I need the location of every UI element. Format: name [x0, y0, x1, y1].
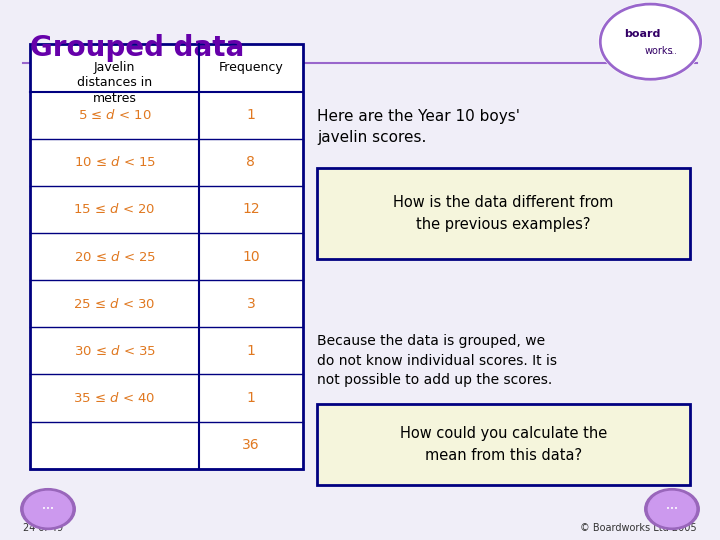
- Text: 36: 36: [242, 438, 260, 452]
- Text: board: board: [624, 29, 660, 39]
- Text: works: works: [645, 46, 673, 56]
- Text: metres: metres: [93, 91, 137, 105]
- Text: Javelin: Javelin: [94, 62, 135, 75]
- Text: How could you calculate the
mean from this data?: How could you calculate the mean from th…: [400, 426, 607, 463]
- Text: 25 ≤ $d$ < 30: 25 ≤ $d$ < 30: [73, 296, 156, 310]
- Circle shape: [644, 489, 699, 530]
- Text: 3: 3: [246, 296, 255, 310]
- Text: 12: 12: [242, 202, 260, 217]
- Text: 15 ≤ $d$ < 20: 15 ≤ $d$ < 20: [73, 202, 156, 217]
- Text: Here are the Year 10 boys'
javelin scores.: Here are the Year 10 boys' javelin score…: [317, 109, 520, 145]
- Text: Grouped data: Grouped data: [30, 33, 244, 62]
- Circle shape: [599, 3, 702, 80]
- Text: 1: 1: [246, 344, 256, 358]
- Text: Because the data is grouped, we
do not know individual scores. It is
not possibl: Because the data is grouped, we do not k…: [317, 334, 557, 388]
- Text: 30 ≤ $d$ < 35: 30 ≤ $d$ < 35: [73, 344, 156, 358]
- Text: 5 ≤ $d$ < 10: 5 ≤ $d$ < 10: [78, 108, 151, 122]
- Text: ...: ...: [670, 47, 678, 56]
- Text: Frequency: Frequency: [218, 62, 283, 75]
- Circle shape: [21, 489, 76, 530]
- Bar: [30, 44, 302, 469]
- Text: 10: 10: [242, 249, 260, 264]
- Text: 1: 1: [246, 108, 256, 122]
- Text: distances in: distances in: [77, 77, 152, 90]
- Text: 10 ≤ $d$ < 15: 10 ≤ $d$ < 15: [73, 156, 156, 169]
- Text: •••: •••: [42, 506, 54, 512]
- Circle shape: [24, 491, 72, 527]
- Text: •••: •••: [666, 506, 678, 512]
- Text: 24 of 49: 24 of 49: [23, 523, 63, 533]
- Text: 20 ≤ $d$ < 25: 20 ≤ $d$ < 25: [73, 249, 156, 264]
- FancyBboxPatch shape: [317, 404, 690, 485]
- Text: 35 ≤ $d$ < 40: 35 ≤ $d$ < 40: [73, 391, 156, 405]
- Circle shape: [648, 491, 696, 527]
- Text: 1: 1: [246, 391, 256, 405]
- Text: 8: 8: [246, 156, 256, 169]
- Text: © Boardworks Ltd 2005: © Boardworks Ltd 2005: [580, 523, 697, 533]
- Text: How is the data different from
the previous examples?: How is the data different from the previ…: [393, 195, 613, 232]
- FancyBboxPatch shape: [317, 168, 690, 259]
